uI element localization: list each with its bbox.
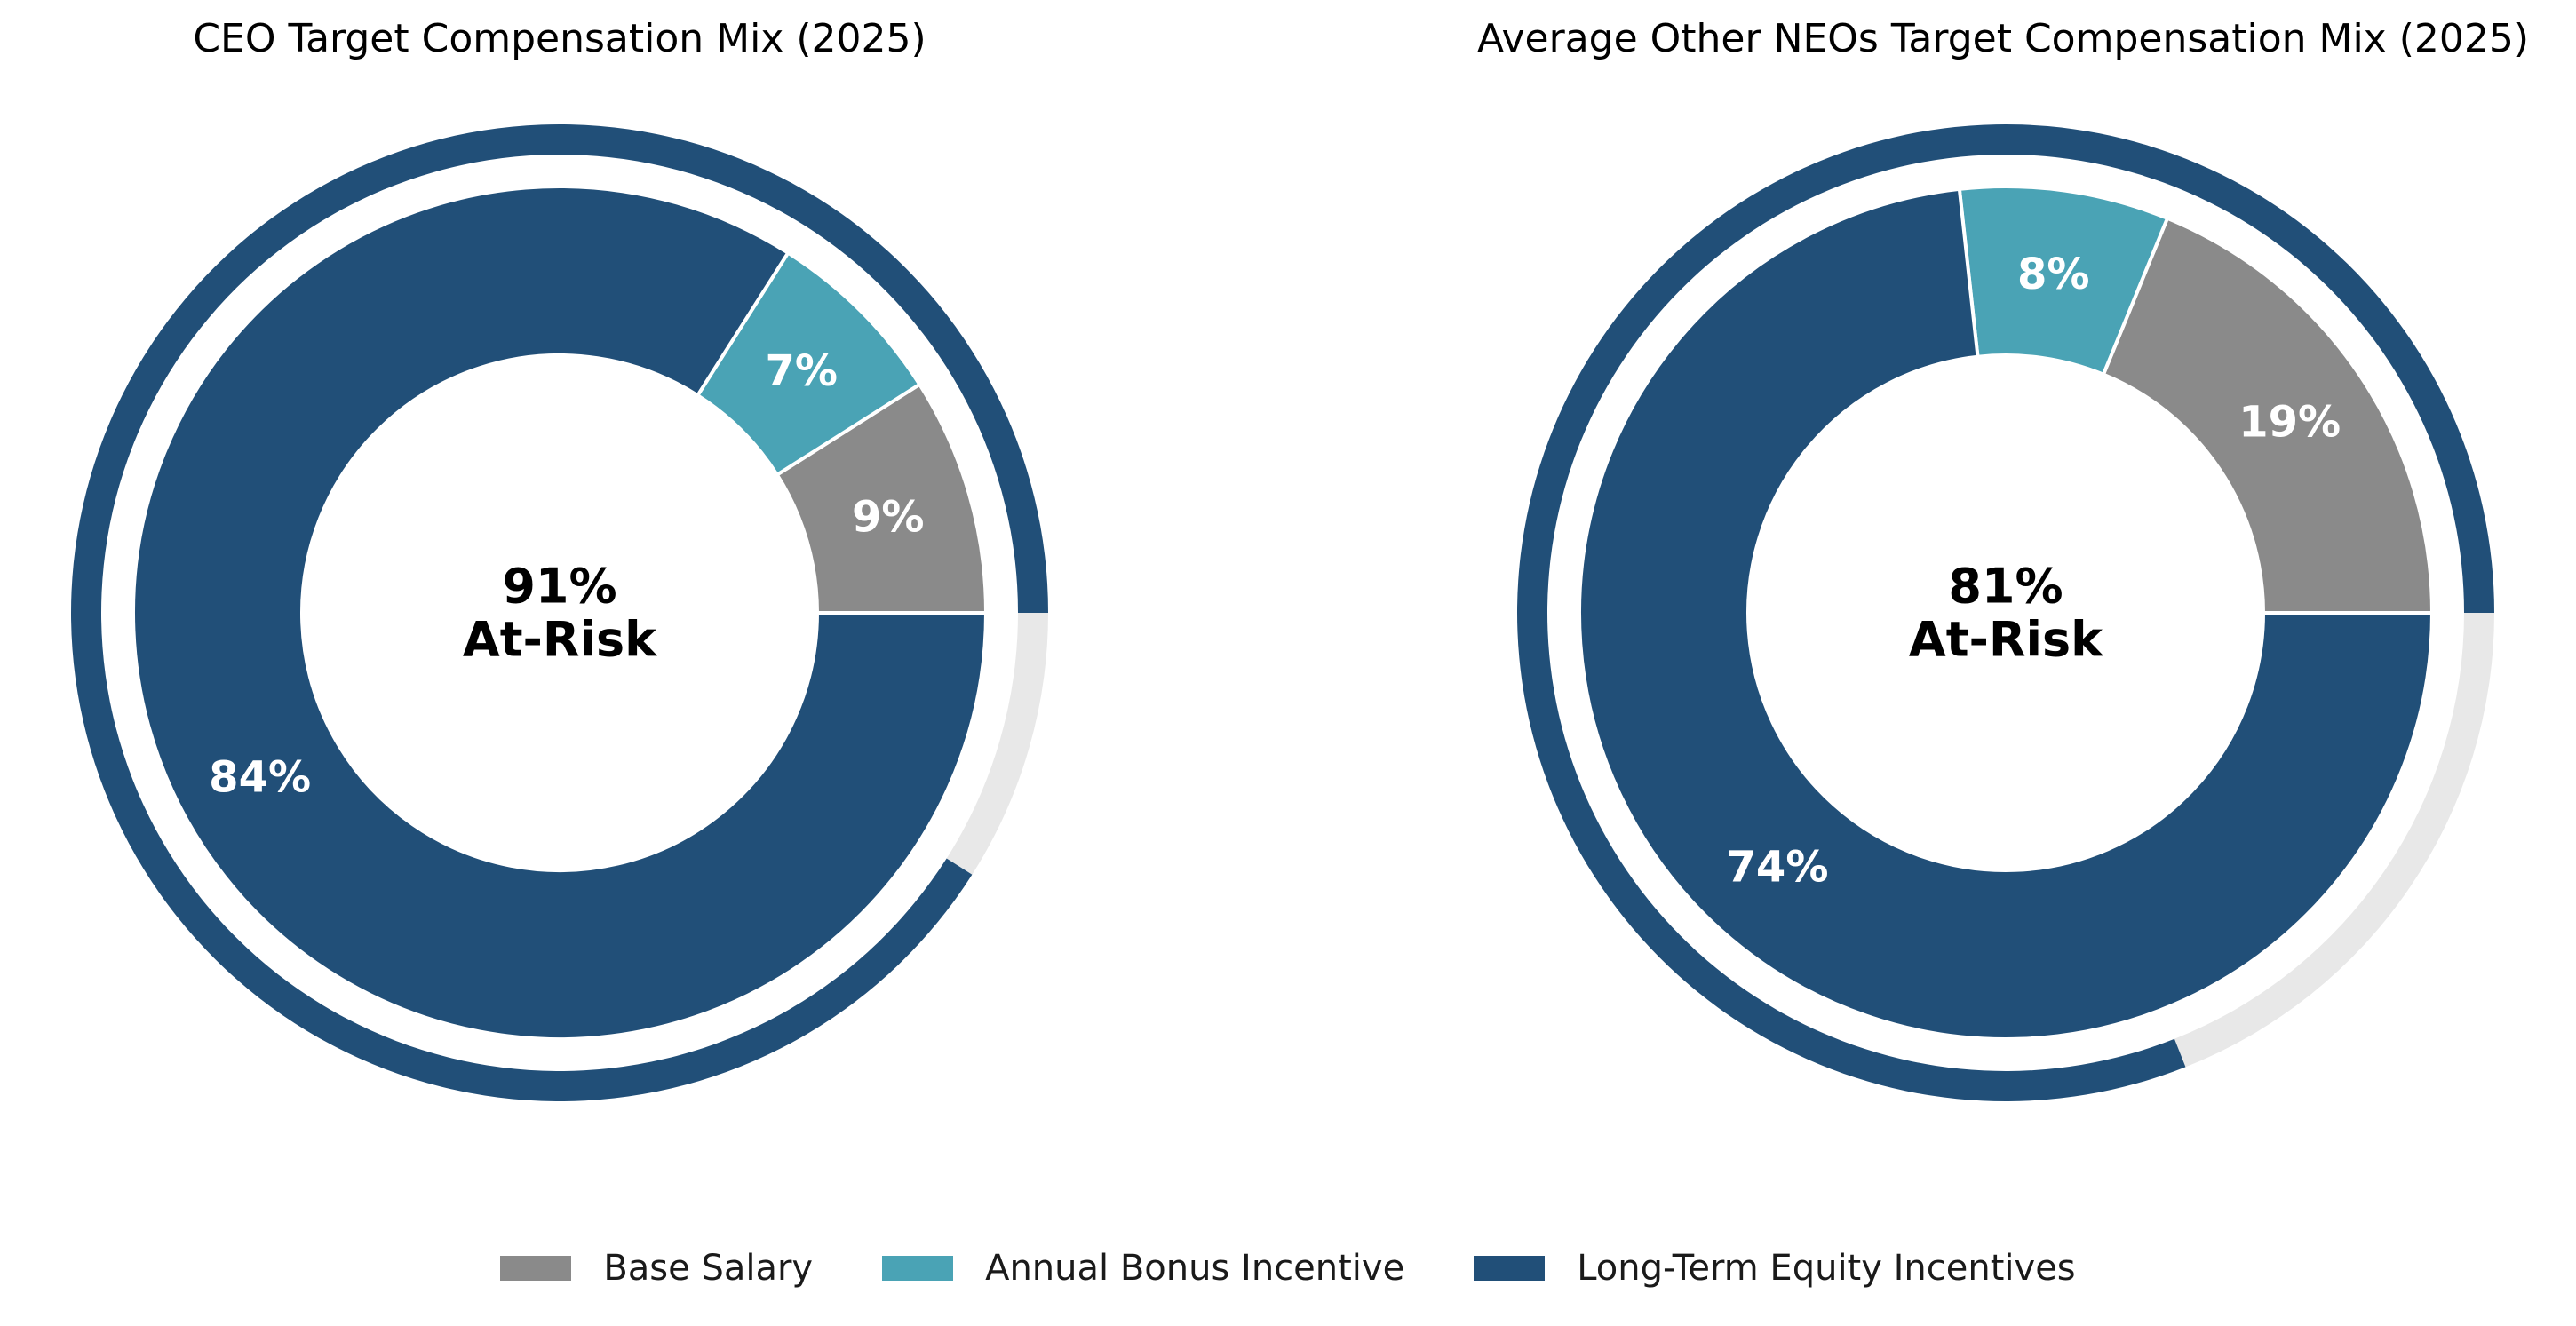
legend-item-long-term-equity: Long-Term Equity Incentives (1474, 1248, 2076, 1289)
ceo-center-text: At-Risk (463, 612, 657, 668)
legend-swatch-base-salary (500, 1256, 572, 1281)
neo-center-text: At-Risk (1909, 612, 2103, 668)
ceo-donut-chart: 9% 7% 84% 91%At-Risk (71, 123, 1049, 1101)
neo-slice-label-long-term-equity: 74% (1727, 843, 1829, 893)
ceo-slice-label-long-term-equity: 84% (209, 752, 311, 802)
ceo-center-value: 91% (502, 559, 616, 615)
neo-slice-long-term-equity (1578, 187, 2434, 1041)
ceo-slice-label-base-salary: 9% (852, 493, 925, 543)
ceo-slice-long-term-equity (131, 185, 988, 1041)
legend-item-annual-bonus: Annual Bonus Incentive (882, 1248, 1404, 1289)
ceo-ring-remainder (946, 613, 1048, 875)
legend-item-base-salary: Base Salary (500, 1248, 813, 1289)
legend-swatch-annual-bonus (882, 1256, 954, 1281)
neo-slice-label-base-salary: 19% (2238, 397, 2341, 447)
legend-label-annual-bonus: Annual Bonus Incentive (985, 1248, 1405, 1289)
legend-label-base-salary: Base Salary (603, 1248, 814, 1289)
neo-chart-title: Average Other NEOs Target Compensation M… (1476, 16, 2530, 61)
neo-ring-remainder (2174, 613, 2494, 1068)
neo-center-value: 81% (1948, 559, 2063, 615)
neo-donut-chart: 19% 8% 74% 81%At-Risk (1517, 123, 2494, 1102)
legend-label-long-term-equity: Long-Term Equity Incentives (1577, 1248, 2076, 1289)
ceo-slice-label-annual-bonus: 7% (765, 346, 838, 396)
neo-slice-base-salary (2101, 216, 2434, 615)
legend: Base Salary Annual Bonus Incentive Long-… (0, 1248, 2576, 1289)
neo-slice-label-annual-bonus: 8% (2017, 250, 2090, 299)
legend-swatch-long-term-equity (1474, 1256, 1546, 1281)
ceo-chart-title: CEO Target Compensation Mix (2025) (193, 16, 926, 61)
